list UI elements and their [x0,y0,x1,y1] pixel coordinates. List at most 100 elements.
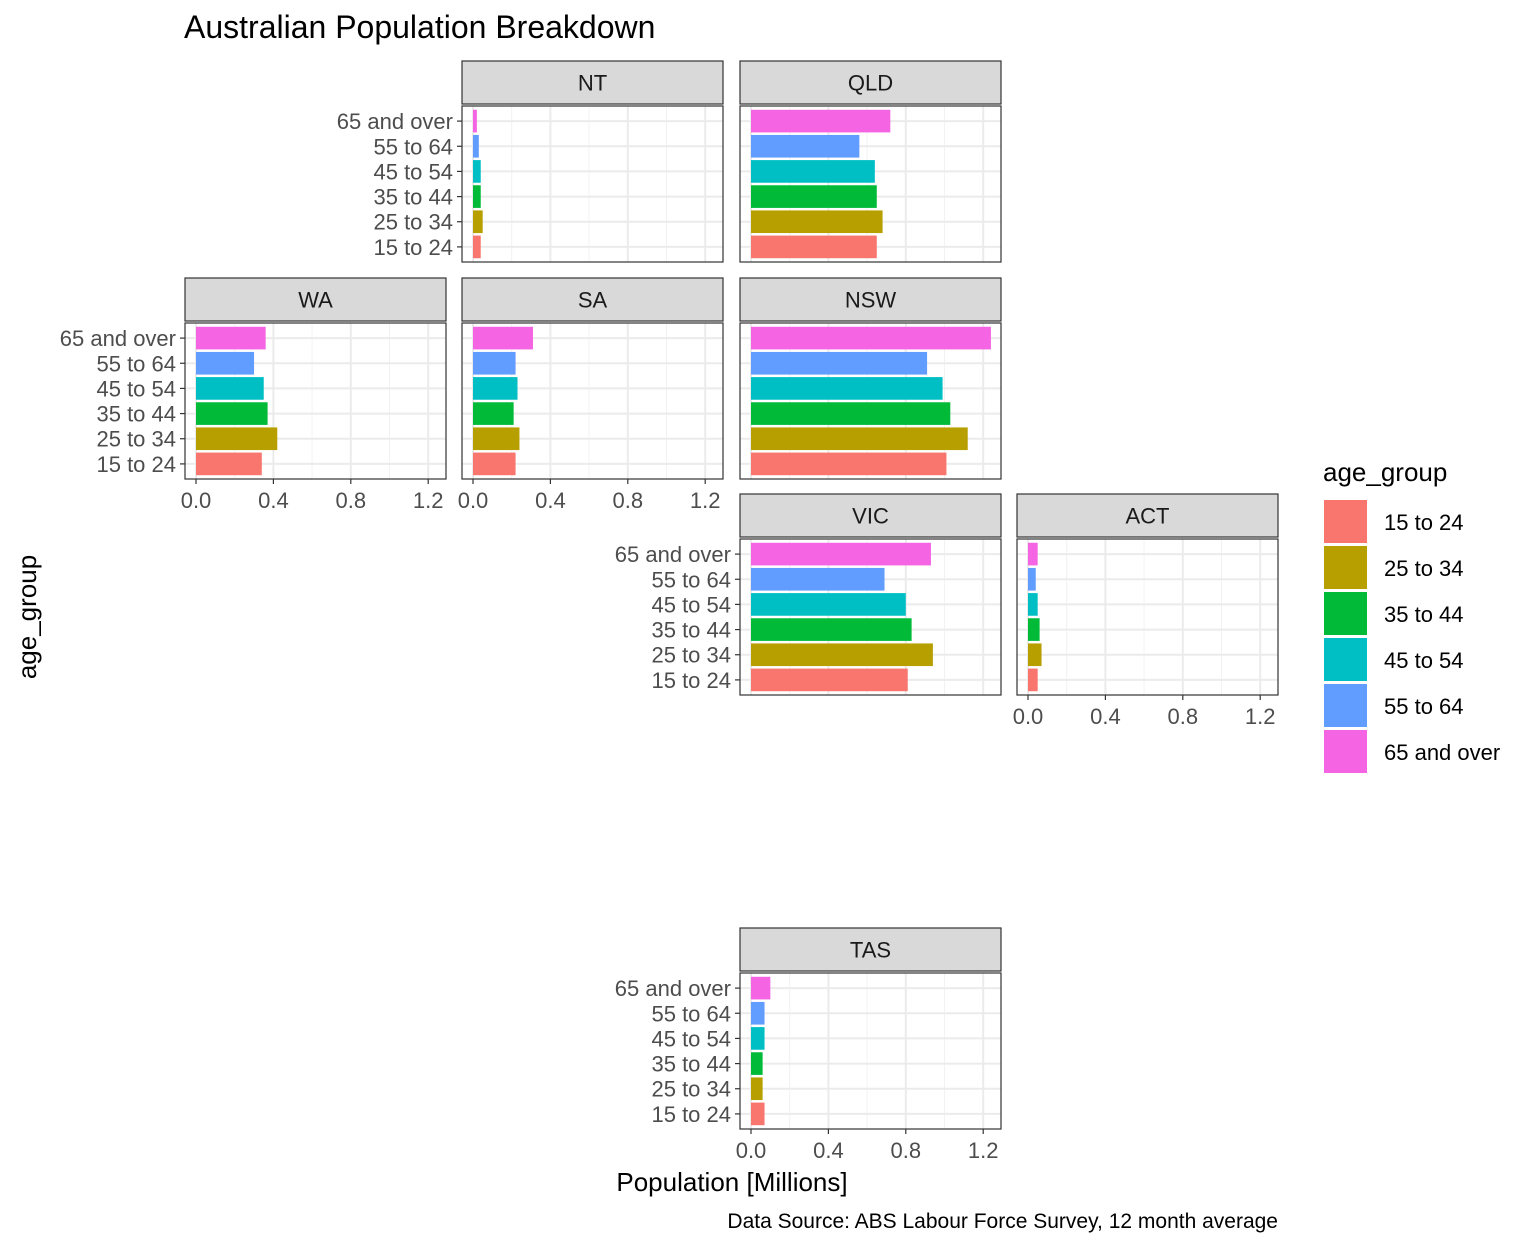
bar-tas-3 [751,1027,765,1050]
panel-border [461,322,724,480]
legend-key [1324,592,1367,635]
bar-vic-5 [751,542,931,566]
facet-strip-label: SA [578,288,608,313]
y-tick-label: 45 to 54 [651,1026,731,1051]
bar-sa-4 [473,351,516,375]
y-tick-label: 55 to 64 [96,351,176,376]
panel-sa: SA 0.0 0.4 0.8 1.2 [458,277,724,513]
legend: age_group 15 to 24 25 to 34 35 to 44 45 to … [1323,457,1500,773]
bar-nsw-0 [751,452,947,476]
y-tick-label: 55 to 64 [651,1001,731,1026]
legend-label: 45 to 54 [1384,648,1464,673]
bar-nt-4 [473,134,479,158]
panel-background [740,973,1001,1129]
bar-wa-3 [196,377,264,400]
panel-border [184,322,447,480]
bar-nt-0 [473,235,481,259]
x-tick-label: 0.4 [258,488,289,513]
legend-key [1324,500,1367,543]
facet-strip [739,493,1002,538]
legend-label: 35 to 44 [1384,602,1464,627]
bar-qld-4 [751,134,860,158]
legend-label: 15 to 24 [1384,510,1464,535]
y-tick-label: 35 to 44 [651,618,731,643]
facet-strip-label: VIC [852,504,889,529]
bar-act-1 [1028,643,1042,667]
bar-sa-5 [473,326,533,350]
facet-strip-label: TAS [850,938,891,963]
legend-title: age_group [1323,457,1447,487]
y-tick-label: 35 to 44 [373,185,453,210]
y-tick-label: 55 to 64 [651,567,731,592]
bar-vic-4 [751,567,885,591]
bar-nsw-4 [751,351,928,375]
panel-border [739,538,1002,696]
bar-nt-3 [473,160,481,183]
bar-act-5 [1028,542,1038,566]
bar-nt-2 [473,185,481,208]
panel-border [461,105,724,263]
bar-wa-5 [196,326,266,350]
panel-border [739,972,1002,1130]
panel-nsw: NSW [739,277,1002,480]
legend-key [1324,730,1367,773]
x-tick-label: 0.0 [1013,704,1044,729]
x-tick-label: 0.4 [1090,704,1121,729]
bar-sa-1 [473,427,520,451]
legend-key [1324,546,1367,589]
y-tick-label: 15 to 24 [651,1102,731,1127]
facet-strip-label: ACT [1126,504,1170,529]
bar-qld-5 [751,109,891,133]
panel-border [739,105,1002,263]
bar-tas-4 [751,1001,765,1025]
panel-act: ACT 0.0 0.4 0.8 1.2 [1013,493,1279,729]
facet-strip [1016,493,1279,538]
legend-label: 25 to 34 [1384,556,1464,581]
x-tick-label: 1.2 [968,1138,999,1163]
caption: Data Source: ABS Labour Force Survey, 12… [727,1210,1278,1233]
facet-strip-label: QLD [848,71,893,96]
facet-strip [739,927,1002,972]
y-tick-label: 15 to 24 [96,452,176,477]
bar-nsw-5 [751,326,991,350]
bar-qld-2 [751,185,877,208]
x-tick-label: 1.2 [1245,704,1276,729]
bar-tas-1 [751,1077,763,1101]
panel-background [1017,539,1278,695]
bar-sa-0 [473,452,516,476]
x-tick-label: 0.0 [736,1138,767,1163]
facet-strip-label: WA [298,288,333,313]
bar-nsw-1 [751,427,968,451]
facet-strip [461,60,724,105]
facet-strip-label: NT [578,71,607,96]
legend-key [1324,638,1367,681]
y-tick-label: 25 to 34 [373,210,453,235]
bar-nt-1 [473,210,483,234]
bar-vic-1 [751,643,933,667]
bar-wa-0 [196,452,262,476]
y-tick-label: 25 to 34 [651,1077,731,1102]
y-axis-title: age_group [12,555,42,679]
bar-vic-3 [751,593,906,616]
y-tick-label: 25 to 34 [96,427,176,452]
x-tick-label: 0.8 [336,488,367,513]
bar-tas-0 [751,1102,765,1126]
chart-title: Australian Population Breakdown [184,9,655,45]
y-tick-label: 35 to 44 [651,1052,731,1077]
legend-key [1324,684,1367,727]
y-tick-label: 65 and over [337,109,453,134]
bar-wa-2 [196,402,268,425]
y-tick-label: 25 to 34 [651,643,731,668]
bar-wa-4 [196,351,255,375]
bar-act-0 [1028,668,1038,692]
y-tick-label: 45 to 54 [373,159,453,184]
bar-vic-2 [751,618,912,641]
facet-strip-label: NSW [845,288,897,313]
panel-qld: QLD [739,60,1002,263]
panel-border [739,322,1002,480]
